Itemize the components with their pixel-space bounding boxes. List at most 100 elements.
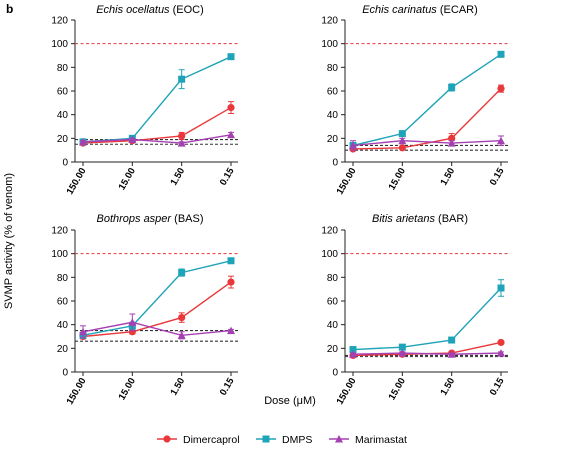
y-tick-label: 80 [327, 63, 339, 74]
data-point-marimastat [177, 331, 186, 339]
data-point-marimastat [398, 349, 407, 357]
legend-marker-square [262, 435, 270, 443]
data-point-marimastat [447, 350, 456, 358]
y-tick-label: 120 [321, 16, 338, 27]
y-tick-label: 20 [327, 344, 339, 355]
y-tick-label: 40 [327, 320, 339, 331]
panel-label: b [6, 2, 13, 16]
y-tick-label: 80 [327, 273, 339, 284]
data-point-marimastat [349, 350, 357, 358]
data-point-dimercaprol [398, 144, 406, 152]
data-point-marimastat [227, 130, 235, 139]
legend: Dimercaprol DMPS Marimastat [157, 434, 407, 446]
legend-label: Marimastat [355, 434, 407, 446]
x-tick-label: 15.00 [117, 166, 138, 192]
series-line-dimercaprol [82, 281, 232, 338]
chart-title-species: Echis carinatus [362, 4, 437, 16]
data-point-dmps [227, 257, 235, 265]
x-tick-label: 150.00 [65, 376, 89, 407]
x-tick-label: 15.00 [117, 376, 138, 402]
legend-item-dmps: DMPS [256, 434, 312, 446]
series-line-dimercaprol [82, 106, 232, 144]
data-point-dimercaprol [497, 338, 505, 347]
y-tick-label: 120 [321, 226, 338, 237]
data-point-marimastat [497, 349, 505, 357]
chart-title-species: Bitis arietans [372, 213, 435, 225]
data-point-marimastat [128, 135, 137, 144]
data-point-dmps [448, 336, 456, 344]
legend-marker-triangle [335, 435, 343, 443]
x-tick-label: 15.00 [387, 166, 408, 192]
series-line-dmps [82, 260, 232, 337]
y-tick-label: 120 [51, 16, 68, 27]
data-point-dmps [398, 130, 406, 138]
legend-item-dimercaprol: Dimercaprol [157, 434, 240, 446]
data-point-dmps [178, 269, 186, 277]
x-tick-label: 1.50 [168, 376, 187, 398]
chart-title: Echis carinatus (ECAR) [362, 4, 478, 16]
chart-title-code: (ECAR) [437, 4, 478, 16]
series-line-dmps [352, 287, 502, 351]
chart-title-code: (BAR) [435, 213, 468, 225]
y-tick-label: 0 [332, 368, 338, 379]
y-tick-label: 40 [327, 110, 339, 121]
data-point-dimercaprol [227, 278, 235, 286]
data-point-marimastat [177, 139, 186, 147]
data-point-marimastat [349, 141, 357, 149]
y-tick-label: 80 [57, 273, 69, 284]
data-point-dmps [227, 53, 235, 61]
data-point-marimastat [447, 139, 456, 147]
y-tick-label: 60 [327, 87, 339, 98]
y-tick-label: 0 [62, 158, 68, 169]
y-tick-label: 40 [57, 110, 69, 121]
y-tick-label: 0 [62, 368, 68, 379]
y-tick-label: 80 [57, 63, 69, 74]
chart-panel-bas: Bothrops asper (BAS) 0 20 40 60 80 100 120 150.… [51, 213, 238, 407]
x-tick-label: 150.00 [335, 376, 359, 407]
data-point-dimercaprol [178, 313, 186, 322]
data-point-dimercaprol [448, 134, 456, 142]
data-point-dmps [497, 284, 505, 292]
x-tick-label: 1.50 [168, 166, 187, 188]
chart-title-code: (BAS) [171, 213, 203, 225]
x-tick-label: 150.00 [65, 166, 89, 197]
x-tick-label: 1.50 [438, 376, 457, 398]
data-point-marimastat [227, 326, 235, 335]
y-tick-label: 20 [57, 134, 69, 145]
legend-label: DMPS [282, 434, 312, 446]
y-tick-label: 60 [57, 297, 69, 308]
data-point-dmps [448, 83, 456, 91]
series-line-marimastat [82, 321, 232, 337]
series-line-marimastat [82, 134, 232, 144]
series-line-marimastat [352, 139, 502, 147]
data-point-marimastat [497, 136, 505, 145]
y-tick-label: 100 [51, 39, 68, 50]
y-tick-label: 120 [51, 226, 68, 237]
chart-title: Echis ocellatus (EOC) [96, 4, 204, 16]
data-point-marimastat [79, 327, 87, 336]
x-tick-label: 1.50 [438, 166, 457, 188]
chart-title-code: (EOC) [170, 4, 204, 16]
y-tick-label: 60 [57, 87, 69, 98]
x-tick-label: 15.00 [387, 376, 408, 402]
series-line-dmps [352, 53, 502, 147]
legend-label: Dimercaprol [183, 434, 240, 446]
series-line-dimercaprol [352, 88, 502, 150]
data-point-dimercaprol [178, 132, 186, 140]
chart-title-species: Echis ocellatus [96, 4, 170, 16]
x-tick-label: 0.15 [488, 375, 507, 397]
x-tick-label: 0.15 [218, 375, 237, 397]
chart-panel-bar: Bitis arietans (BAR) 0 20 40 60 80 100 120 150.… [321, 213, 508, 407]
x-axis-label: Dose (μM) [264, 395, 316, 407]
x-tick-label: 0.15 [218, 165, 237, 187]
data-point-marimastat [128, 318, 137, 326]
y-tick-label: 100 [321, 39, 338, 50]
y-tick-label: 0 [332, 158, 338, 169]
series-line-dmps [82, 56, 232, 143]
chart-title: Bothrops asper (BAS) [96, 213, 203, 225]
series-line-marimastat [352, 352, 502, 355]
y-tick-label: 60 [327, 297, 339, 308]
legend-item-marimastat: Marimastat [329, 434, 407, 446]
y-tick-label: 40 [57, 320, 69, 331]
